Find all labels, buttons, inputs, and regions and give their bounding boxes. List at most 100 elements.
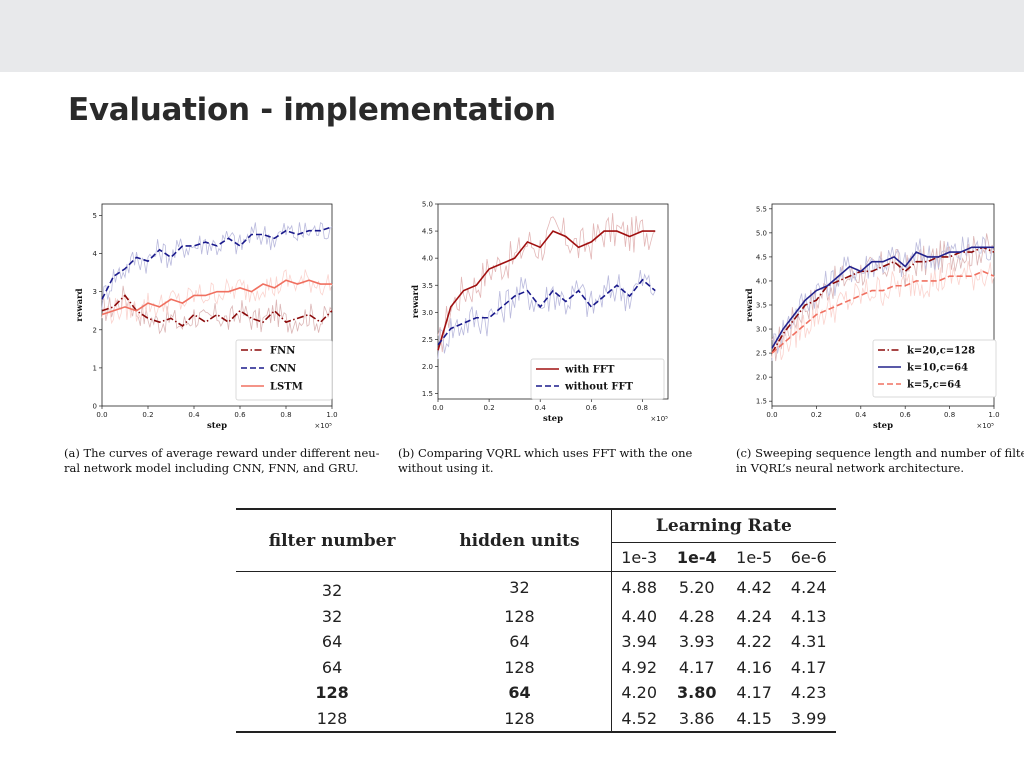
series-noise-band	[437, 269, 656, 360]
header-lr-1e-3: 1e-3	[610, 542, 667, 572]
caption-b-line2: without using it.	[398, 461, 494, 475]
x-tick-label: 0.2	[484, 404, 495, 412]
cell-hidden-units: 32	[509, 578, 530, 598]
cell-filter-number: 128	[316, 708, 348, 728]
legend-label: CNN	[270, 364, 296, 375]
caption-c-line1: (c) Sweeping sequence length and number …	[736, 446, 1024, 460]
y-tick-label: 4	[93, 250, 98, 258]
legend: FNN CNN LSTM	[235, 339, 333, 401]
series-line	[771, 270, 995, 354]
series-noise-band	[101, 285, 333, 335]
x-exponent-label: ×10⁵	[650, 415, 668, 423]
cell-reward: 3.99	[790, 708, 827, 728]
series-noise-band	[771, 233, 995, 362]
cell-reward: 4.16	[736, 657, 772, 677]
table-row: 32 32 4.88 5.20 4.42 4.24	[236, 571, 836, 604]
legend-box	[235, 339, 333, 401]
x-tick-label: 0.4	[535, 404, 547, 412]
legend: k=20,c=128 k=10,c=64 k=5,c=64	[872, 339, 997, 398]
y-tick-label: 4.5	[422, 228, 433, 236]
cell-reward: 3.94	[610, 629, 667, 655]
y-tick-label: 3	[93, 288, 97, 296]
figure-a: 0.0 0.2 0.4 0.6 0.8 1.0 0 1 2 3 4 5 step reward ×10⁵ FN…	[75, 198, 346, 433]
y-tick-label: 2.5	[756, 350, 767, 358]
top-banner	[0, 0, 1024, 72]
cell-filter-number: 32	[321, 606, 343, 626]
cell-hidden-units: 64	[508, 683, 531, 703]
legend-label: k=20,c=128	[907, 346, 975, 357]
y-tick-label: 3.0	[756, 326, 767, 334]
legend-label: LSTM	[270, 382, 303, 393]
series-line	[437, 278, 656, 346]
figure-b: 0.0 0.2 0.4 0.6 0.8 1.5 2.0 2.5 3.0 3.5 4.0 4.5 5.0 s…	[402, 198, 677, 433]
table-row: 64 128 4.92 4.17 4.16 4.17	[236, 654, 836, 680]
y-tick-label: 0	[93, 403, 97, 411]
chart-a: 0.0 0.2 0.4 0.6 0.8 1.0 0 1 2 3 4 5 step reward ×10⁵ FN…	[75, 203, 338, 431]
x-tick-label: 0.2	[811, 411, 822, 419]
y-tick-label: 3.5	[756, 302, 767, 310]
table-body: 32 32 4.88 5.20 4.42 4.24 32 128 4.40 4.28 4.24 4.1…	[236, 571, 836, 732]
caption-b: (b) Comparing VQRL which uses FFT with t…	[398, 446, 718, 476]
caption-b-line1: (b) Comparing VQRL which uses FFT with t…	[398, 446, 693, 460]
y-tick-label: 1.5	[756, 398, 767, 406]
x-tick-label: 1.0	[988, 411, 999, 419]
header-filter-number: filter number	[236, 509, 429, 572]
cell-filter-number: 64	[321, 657, 343, 677]
cell-reward: 4.88	[610, 571, 667, 604]
cell-reward: 4.17	[790, 657, 827, 677]
series-line	[101, 279, 332, 316]
x-tick-label: 1.0	[326, 411, 337, 419]
y-tick-label: 4.0	[422, 255, 433, 263]
caption-c: (c) Sweeping sequence length and number …	[736, 446, 1024, 476]
y-tick-label: 2.0	[422, 363, 433, 371]
y-axis-label: reward	[75, 288, 85, 321]
cell-reward: 4.40	[610, 603, 667, 629]
cell-filter-number: 64	[321, 632, 343, 652]
chart-c: 0.0 0.2 0.4 0.6 0.8 1.0 1.5 2.0 2.5 3.0 3.5 4.0 4.5 5…	[745, 203, 1000, 431]
header-lr-1e-4: 1e-4	[676, 547, 717, 567]
caption-a: (a) The curves of average reward under d…	[64, 446, 384, 476]
table-row: 128 128 4.52 3.86 4.15 3.99	[236, 705, 836, 732]
y-tick-label: 5.5	[756, 205, 767, 213]
figure-c: 0.0 0.2 0.4 0.6 0.8 1.0 1.5 2.0 2.5 3.0 3.5 4.0 4.5 5…	[745, 198, 1016, 433]
cell-reward: 4.17	[736, 683, 772, 703]
legend-label: k=10,c=64	[907, 363, 968, 374]
series-line	[771, 246, 995, 354]
x-tick-label: 0.2	[142, 411, 153, 419]
cell-reward: 4.22	[736, 632, 772, 652]
cell-reward: 4.17	[678, 657, 715, 677]
x-tick-label: 0.6	[586, 404, 598, 412]
legend-label: FNN	[270, 346, 295, 357]
y-tick-label: 4.5	[756, 253, 767, 261]
series-noise-band	[437, 213, 656, 353]
x-tick-label: 0.4	[188, 411, 200, 419]
cell-filter-number: 128	[315, 683, 349, 703]
x-exponent-label: ×10⁵	[976, 422, 994, 430]
cell-reward: 3.93	[678, 632, 715, 652]
table-row: 32 128 4.40 4.28 4.24 4.13	[236, 603, 836, 629]
cell-reward: 4.52	[610, 705, 667, 732]
y-tick-label: 3.0	[422, 309, 433, 317]
cell-reward: 3.86	[678, 708, 715, 728]
cell-reward: 3.80	[676, 683, 717, 703]
cell-filter-number: 32	[321, 581, 343, 601]
x-tick-label: 0.0	[96, 411, 107, 419]
legend-box	[872, 339, 997, 398]
cell-hidden-units: 64	[509, 632, 530, 652]
x-exponent-label: ×10⁵	[314, 422, 332, 430]
cell-reward: 4.15	[736, 708, 772, 728]
table-row: 64 64 3.94 3.93 4.22 4.31	[236, 629, 836, 655]
series-noise-band	[101, 221, 333, 310]
cell-hidden-units: 128	[504, 657, 535, 677]
caption-a-line1: (a) The curves of average reward under d…	[64, 446, 380, 460]
legend-label: k=5,c=64	[907, 380, 961, 391]
y-tick-label: 5.0	[756, 229, 767, 237]
cell-hidden-units: 128	[504, 708, 535, 728]
cell-reward: 4.42	[736, 578, 772, 598]
x-tick-label: 0.4	[855, 411, 867, 419]
header-lr-6e-6: 6e-6	[790, 547, 827, 567]
y-tick-label: 2.0	[756, 374, 767, 382]
y-tick-label: 2.5	[422, 336, 433, 344]
caption-c-line2: in VQRL’s neural network architecture.	[736, 461, 964, 475]
y-tick-label: 1.5	[422, 390, 433, 398]
